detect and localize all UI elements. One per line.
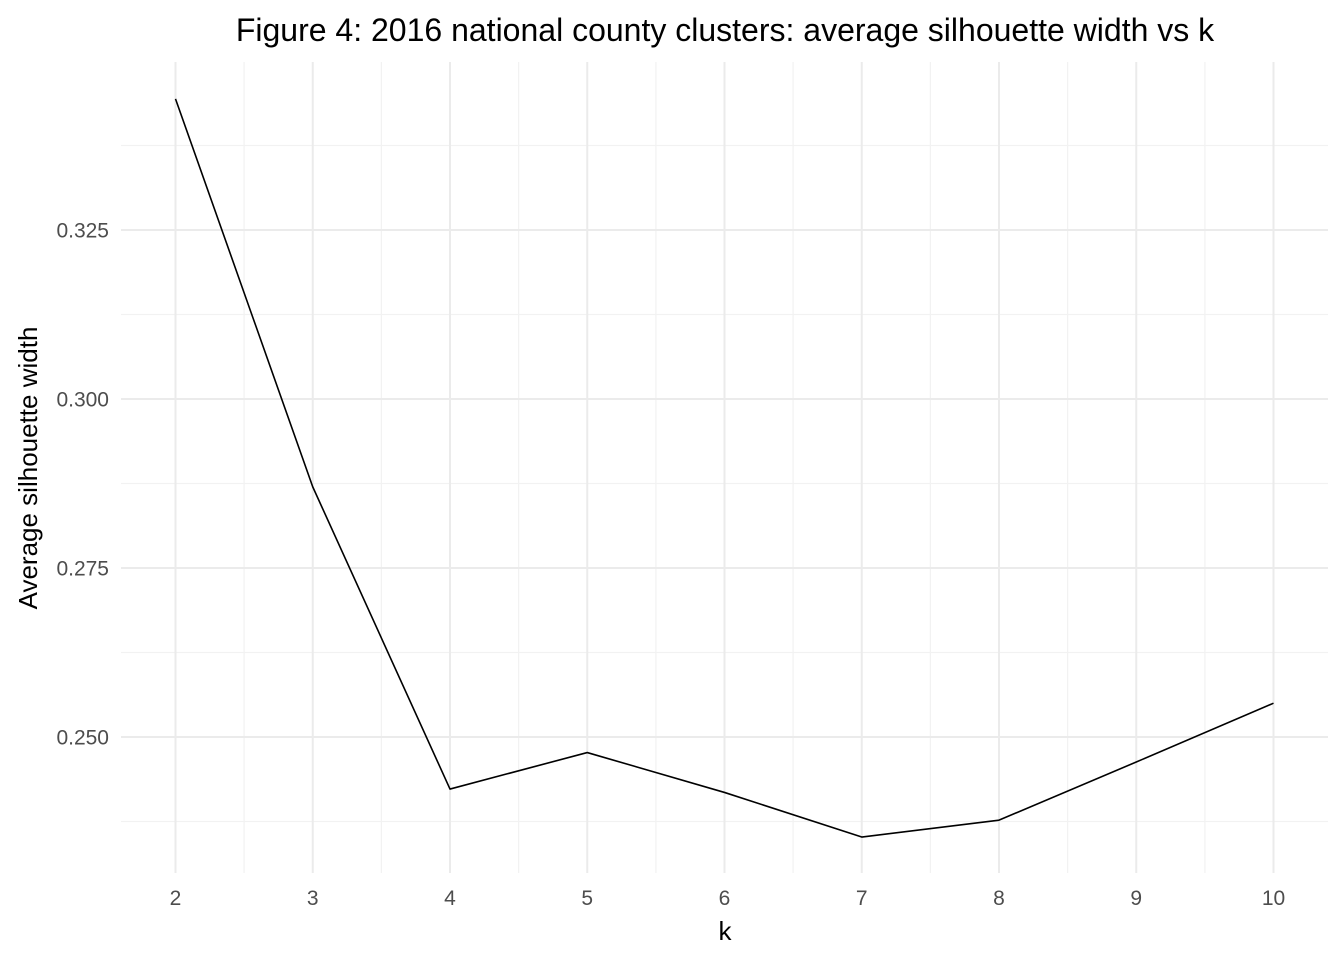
series-line <box>174 98 1274 838</box>
x-axis-title: k <box>719 916 733 946</box>
x-tick-label: 5 <box>581 887 593 910</box>
y-tick-label: 0.325 <box>56 220 109 243</box>
x-tick-label: 3 <box>307 887 319 910</box>
y-tick-label: 0.250 <box>56 727 109 750</box>
grid-layer <box>121 62 1328 873</box>
y-tick-label: 0.275 <box>56 558 109 581</box>
x-tick-label: 2 <box>170 887 182 910</box>
x-tick-label: 10 <box>1262 887 1285 910</box>
tick-label-layer: 2 3 4 5 6 7 8 9 10 0.250 0.275 0.300 0.325 <box>56 220 1285 911</box>
x-tick-label: 6 <box>719 887 731 910</box>
x-tick-label: 9 <box>1130 887 1142 910</box>
y-tick-label: 0.300 <box>56 389 109 412</box>
x-tick-label: 7 <box>856 887 868 910</box>
series-layer <box>174 98 1274 838</box>
chart-title: Figure 4: 2016 national county clusters:… <box>236 12 1215 48</box>
x-tick-label: 4 <box>444 887 456 910</box>
x-tick-label: 8 <box>993 887 1005 910</box>
y-axis-title: Average silhouette width <box>13 327 43 610</box>
